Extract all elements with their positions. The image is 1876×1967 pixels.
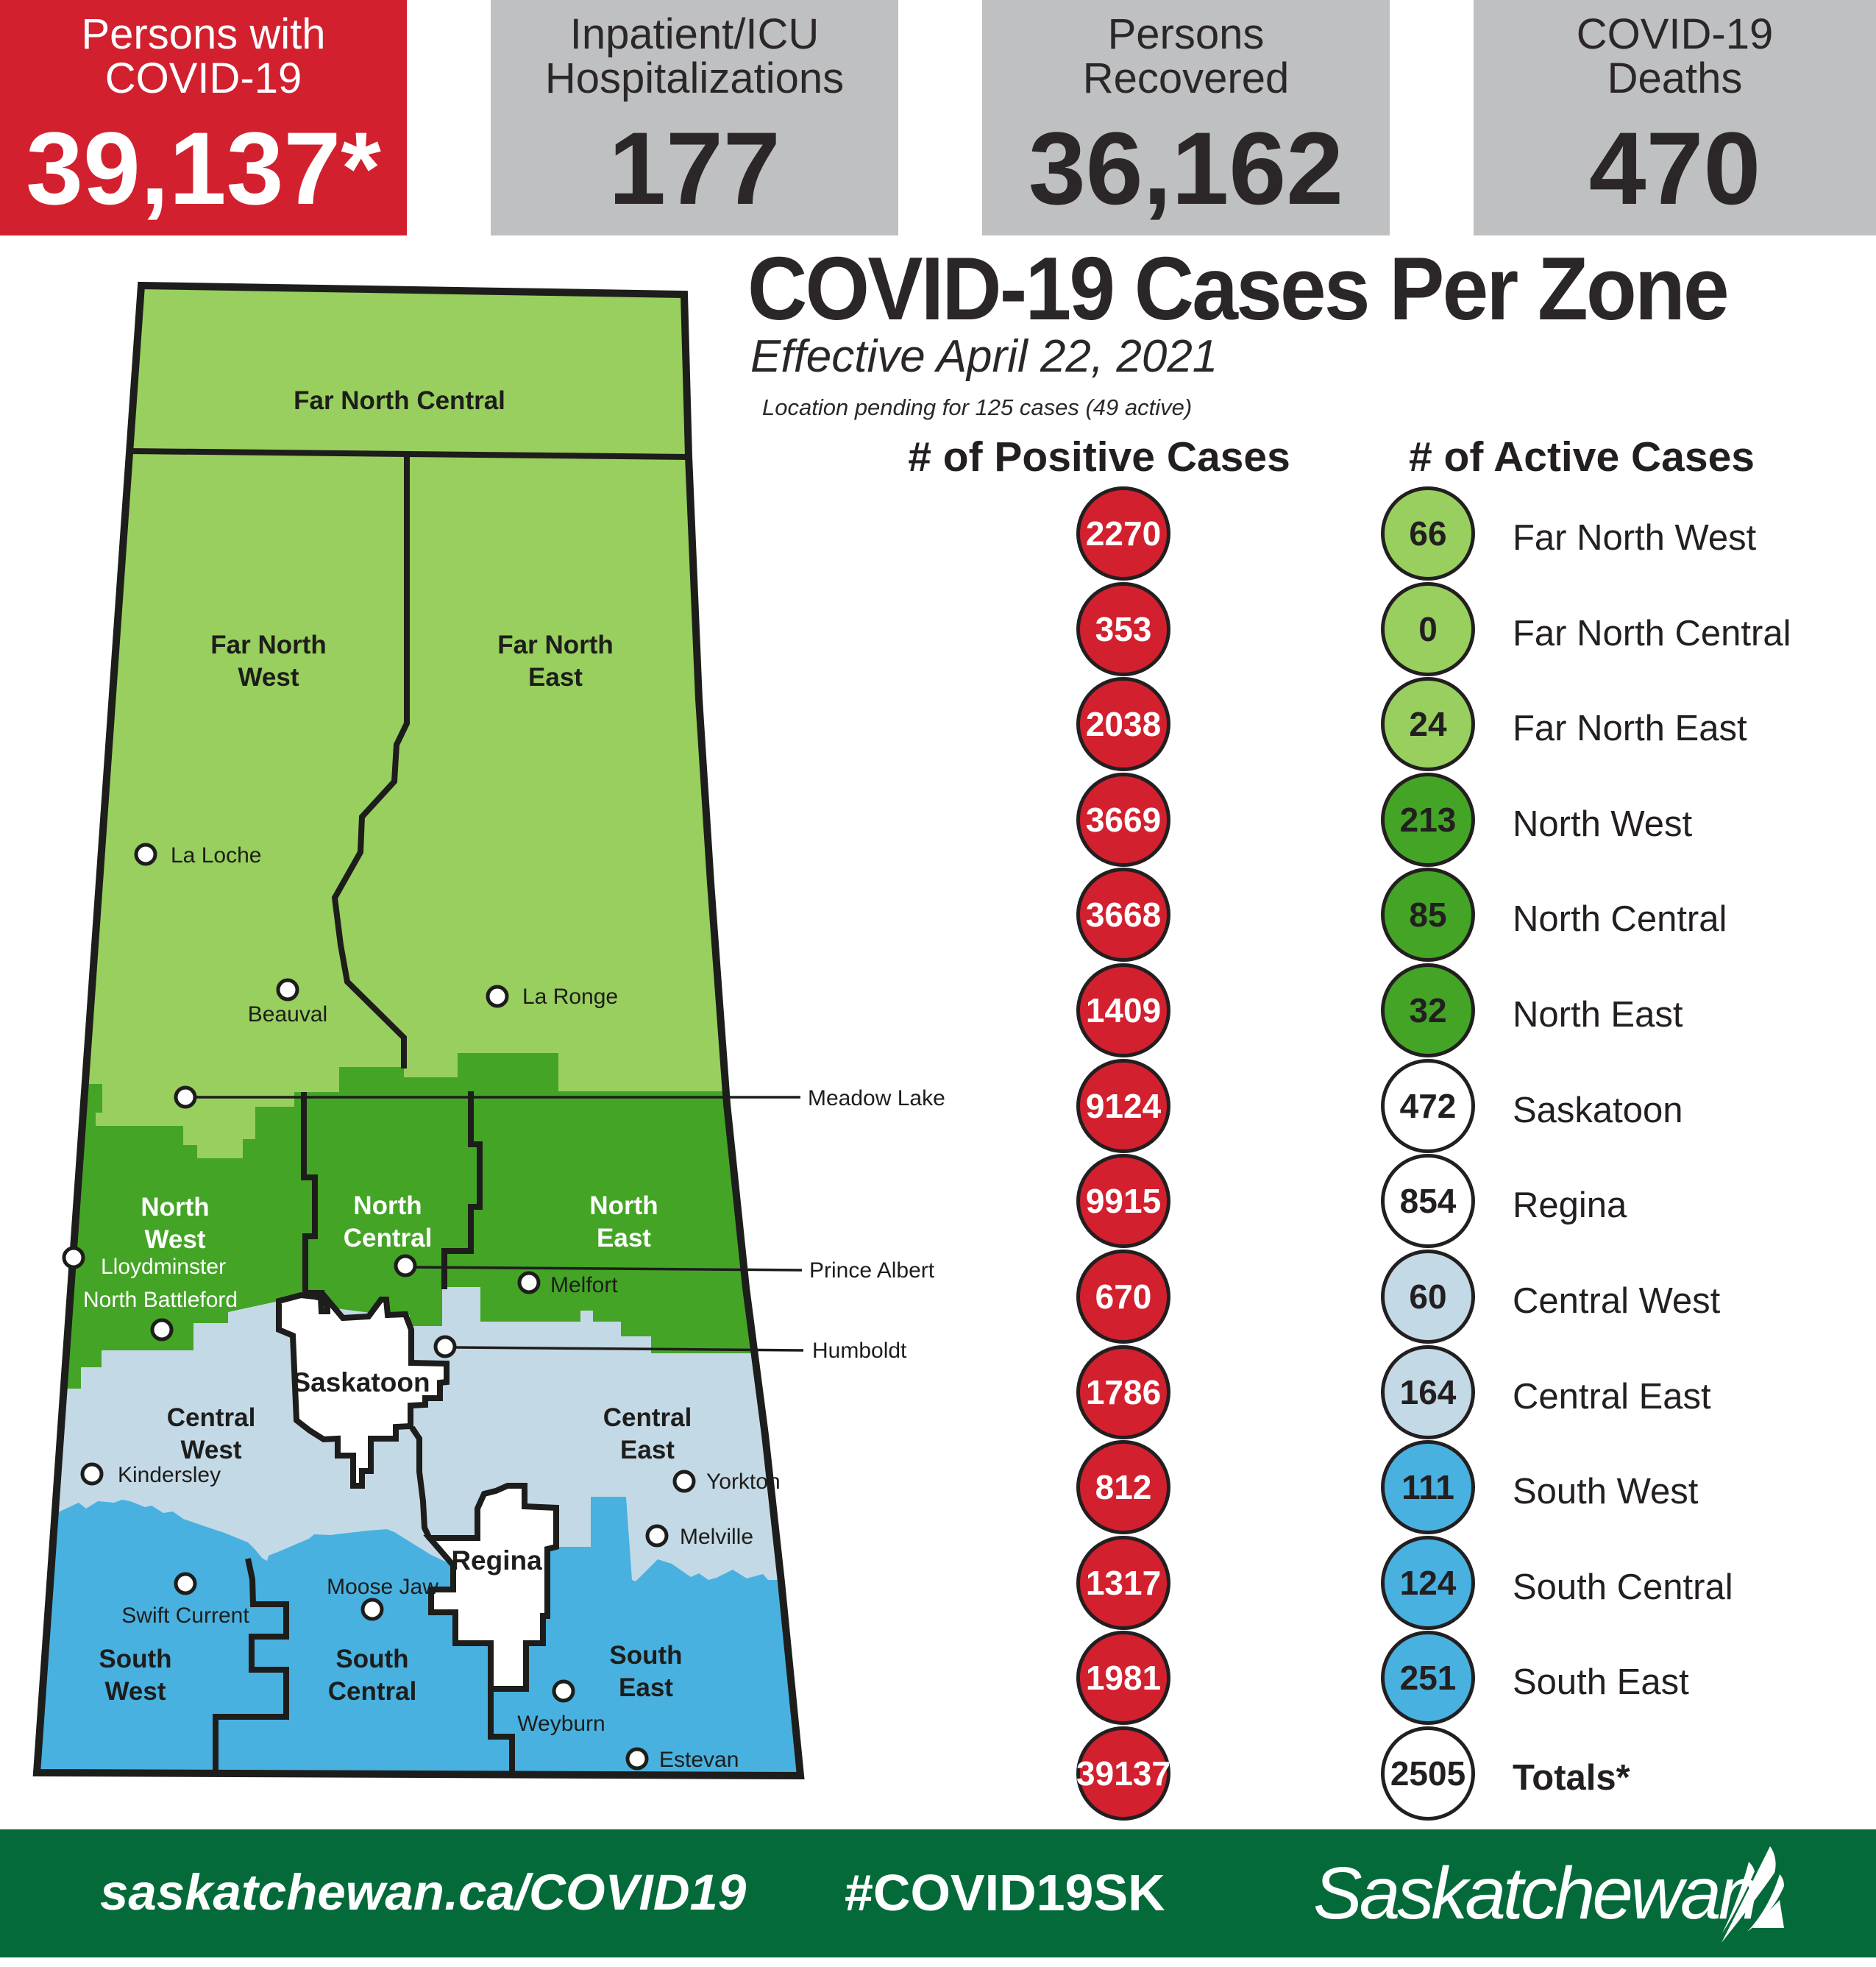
svg-text:Central: Central [167,1403,256,1432]
svg-text:East: East [619,1673,673,1702]
svg-text:Prince Albert: Prince Albert [809,1258,935,1283]
svg-text:North Battleford: North Battleford [83,1288,238,1312]
svg-text:Weyburn: Weyburn [517,1712,605,1736]
svg-text:East: East [597,1224,651,1252]
svg-text:Beauval: Beauval [248,1002,327,1027]
svg-text:Lloydminster: Lloydminster [101,1255,226,1279]
svg-text:North: North [353,1191,422,1220]
svg-text:North: North [141,1193,209,1222]
svg-text:Yorkton: Yorkton [706,1470,781,1494]
svg-text:East: East [528,663,583,692]
svg-text:Melfort: Melfort [550,1273,618,1297]
svg-text:North: North [589,1191,658,1220]
svg-text:Meadow Lake: Meadow Lake [808,1086,945,1110]
svg-text:Regina: Regina [451,1545,542,1576]
svg-text:West: West [181,1436,242,1464]
svg-text:Swift Current: Swift Current [121,1603,249,1628]
svg-text:Far North: Far North [210,631,327,659]
svg-text:Humboldt: Humboldt [812,1339,907,1363]
svg-text:Central: Central [328,1677,417,1706]
svg-text:Central: Central [603,1403,692,1432]
svg-text:East: East [620,1436,675,1464]
svg-text:Saskatoon: Saskatoon [292,1367,430,1397]
svg-text:West: West [145,1225,206,1254]
svg-text:Moose Jaw: Moose Jaw [327,1575,438,1599]
svg-text:Kindersley: Kindersley [118,1463,221,1487]
svg-text:West: West [238,663,299,692]
svg-text:West: West [105,1677,166,1706]
svg-text:South: South [99,1645,171,1673]
svg-text:South: South [609,1641,682,1670]
svg-text:La Loche: La Loche [171,843,261,868]
svg-text:Melville: Melville [680,1525,753,1549]
svg-text:Far North: Far North [497,631,614,659]
svg-text:Central: Central [344,1224,433,1252]
svg-text:Estevan: Estevan [659,1748,739,1772]
svg-text:Far North Central: Far North Central [294,386,505,415]
svg-text:South: South [335,1645,408,1673]
svg-text:La Ronge: La Ronge [522,985,618,1009]
